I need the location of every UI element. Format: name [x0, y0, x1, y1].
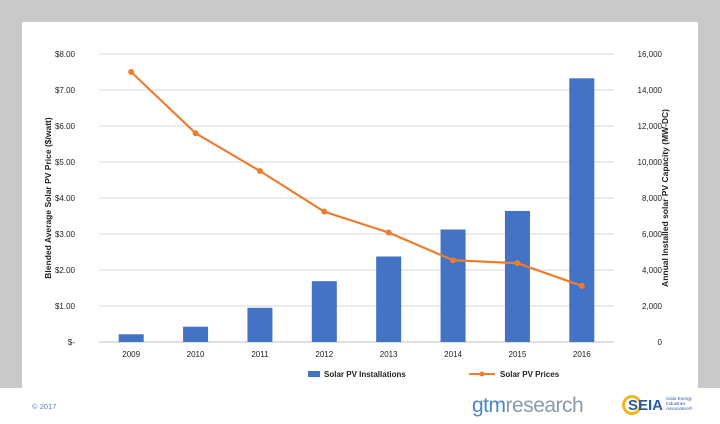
bar-2009	[118, 334, 144, 342]
legend-label-prices: Solar PV Prices	[500, 370, 560, 379]
gtm-research-logo: gtmresearch	[472, 394, 584, 418]
right-tick-label: 8,000	[642, 194, 663, 203]
right-tick-label: 12,000	[638, 122, 663, 131]
legend-marker-prices	[479, 371, 485, 377]
price-point-2009	[128, 69, 135, 75]
logo-research-text: research	[505, 394, 584, 417]
left-tick-label: $8.00	[55, 50, 76, 59]
left-tick-label: $3.00	[55, 230, 76, 239]
bar-2016	[569, 78, 595, 343]
seia-logo-text: SEIA	[628, 397, 664, 414]
line-series	[128, 69, 585, 289]
copyright-text: © 2017	[32, 402, 57, 411]
x-tick-label: 2010	[187, 350, 205, 359]
slide-footer	[0, 388, 720, 424]
bar-series	[118, 78, 595, 343]
bar-2015	[504, 210, 530, 342]
price-point-2013	[385, 229, 392, 236]
x-tick-label: 2013	[380, 350, 398, 359]
legend: Solar PV Installations Solar PV Prices	[308, 370, 560, 379]
bar-2011	[247, 307, 273, 342]
x-tick-label: 2016	[573, 350, 591, 359]
legend-label-installations: Solar PV Installations	[324, 370, 406, 379]
price-line	[130, 71, 583, 287]
left-tick-label: $1.00	[55, 302, 76, 311]
bar-2014	[440, 229, 466, 342]
left-tick-label: $7.00	[55, 86, 76, 95]
right-tick-label: 0	[658, 338, 663, 347]
price-point-2010	[192, 130, 199, 137]
seia-logo: SEIA Solar Energy Industries Association…	[622, 394, 702, 420]
right-tick-label: 6,000	[642, 230, 663, 239]
left-axis-label: Blended Average Solar PV Price ($/watt)	[43, 117, 53, 279]
price-point-2012	[321, 208, 328, 215]
right-tick-label: 14,000	[638, 86, 663, 95]
price-point-2011	[256, 168, 263, 174]
right-axis-label: Annual Installed solar PV Capacity (MW-D…	[660, 109, 670, 287]
right-tick-label: 16,000	[638, 50, 663, 59]
price-point-2016	[578, 282, 585, 289]
left-axis-ticks: $- $1.00 $2.00 $3.00 $4.00 $5.00 $6.00 $7.00 $8.…	[55, 50, 76, 347]
right-tick-label: 2,000	[642, 302, 663, 311]
right-tick-label: 4,000	[642, 266, 663, 275]
left-tick-label: $4.00	[55, 194, 76, 203]
x-tick-label: 2011	[251, 350, 269, 359]
left-tick-label: $-	[68, 338, 75, 347]
x-tick-label: 2014	[444, 350, 462, 359]
gridlines	[99, 53, 614, 343]
x-tick-label: 2012	[315, 350, 333, 359]
left-tick-label: $2.00	[55, 266, 76, 275]
seia-sun-icon	[622, 395, 642, 415]
right-axis-ticks: 0 2,000 4,000 6,000 8,000 10,000 12,000 14,000 1…	[638, 50, 663, 347]
bar-2010	[183, 326, 209, 342]
logo-gtm-text: gtm	[472, 394, 506, 417]
bar-2013	[376, 256, 402, 342]
x-tick-label: 2009	[122, 350, 140, 359]
price-point-2015	[514, 260, 521, 267]
right-tick-label: 10,000	[638, 158, 663, 167]
x-axis-ticks: 2009 2010 2011 2012 2013 2014 2015 2016	[122, 350, 591, 359]
left-tick-label: $6.00	[55, 122, 76, 131]
seia-logo-subtitle: Solar Energy Industries Association®	[666, 396, 693, 411]
left-tick-label: $5.00	[55, 158, 76, 167]
bar-2012	[311, 281, 337, 342]
price-point-2014	[450, 257, 457, 264]
legend-swatch-installations	[308, 371, 320, 377]
x-tick-label: 2015	[509, 350, 527, 359]
